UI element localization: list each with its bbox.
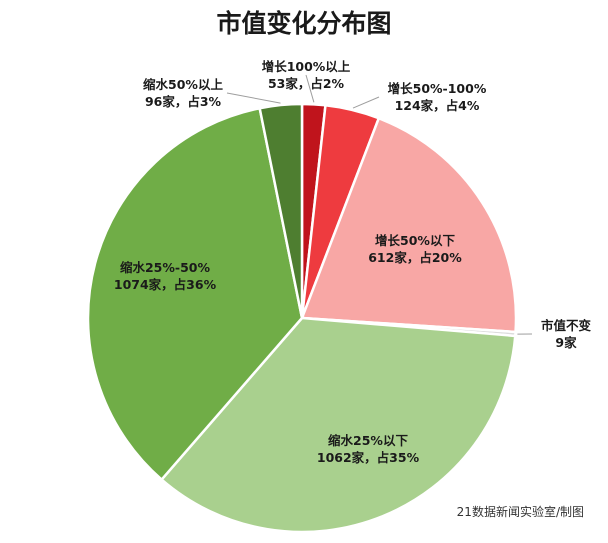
slice-labels: 增长100%以上 53家，占2% 增长50%-100% 124家，占4% 增长50%以下… [114, 59, 592, 465]
slice-value-label-7: 96家，占3% [145, 94, 222, 109]
pie-slice-6 [86, 106, 304, 481]
slice-label-4: 市值不变 [541, 318, 592, 333]
slice-label-7: 缩水50%以上 [143, 77, 223, 92]
pie-slice-3 [300, 117, 518, 334]
slice-value-label-4: 9家 [555, 335, 577, 350]
slice-label-5: 缩水25%以下 [328, 433, 408, 448]
chart-title: 市值变化分布图 [216, 9, 391, 38]
pie-slices [86, 102, 518, 534]
slice-value-label-5: 1062家，占35% [317, 450, 420, 465]
pie-slice-7 [258, 102, 304, 320]
slice-value-label-3: 612家，占20% [368, 250, 462, 265]
slice-label-6: 缩水25%-50% [120, 260, 211, 275]
slice-value-label-6: 1074家，占36% [114, 277, 217, 292]
pie-slice-5 [160, 316, 517, 534]
leader-line-7 [226, 92, 281, 104]
slice-label-3: 增长50%以下 [375, 233, 455, 248]
slice-label-2: 增长50%-100% [388, 81, 487, 96]
source-note: 21数据新闻实验室/制图 [457, 504, 584, 519]
slice-value-label-2: 124家，占4% [395, 98, 480, 113]
leader-line-2 [352, 96, 380, 109]
leader-lines [226, 74, 533, 335]
slice-label-1: 增长100%以上 [262, 59, 351, 74]
slice-value-label-1: 53家，占2% [268, 76, 345, 91]
leader-line-1 [305, 74, 315, 103]
